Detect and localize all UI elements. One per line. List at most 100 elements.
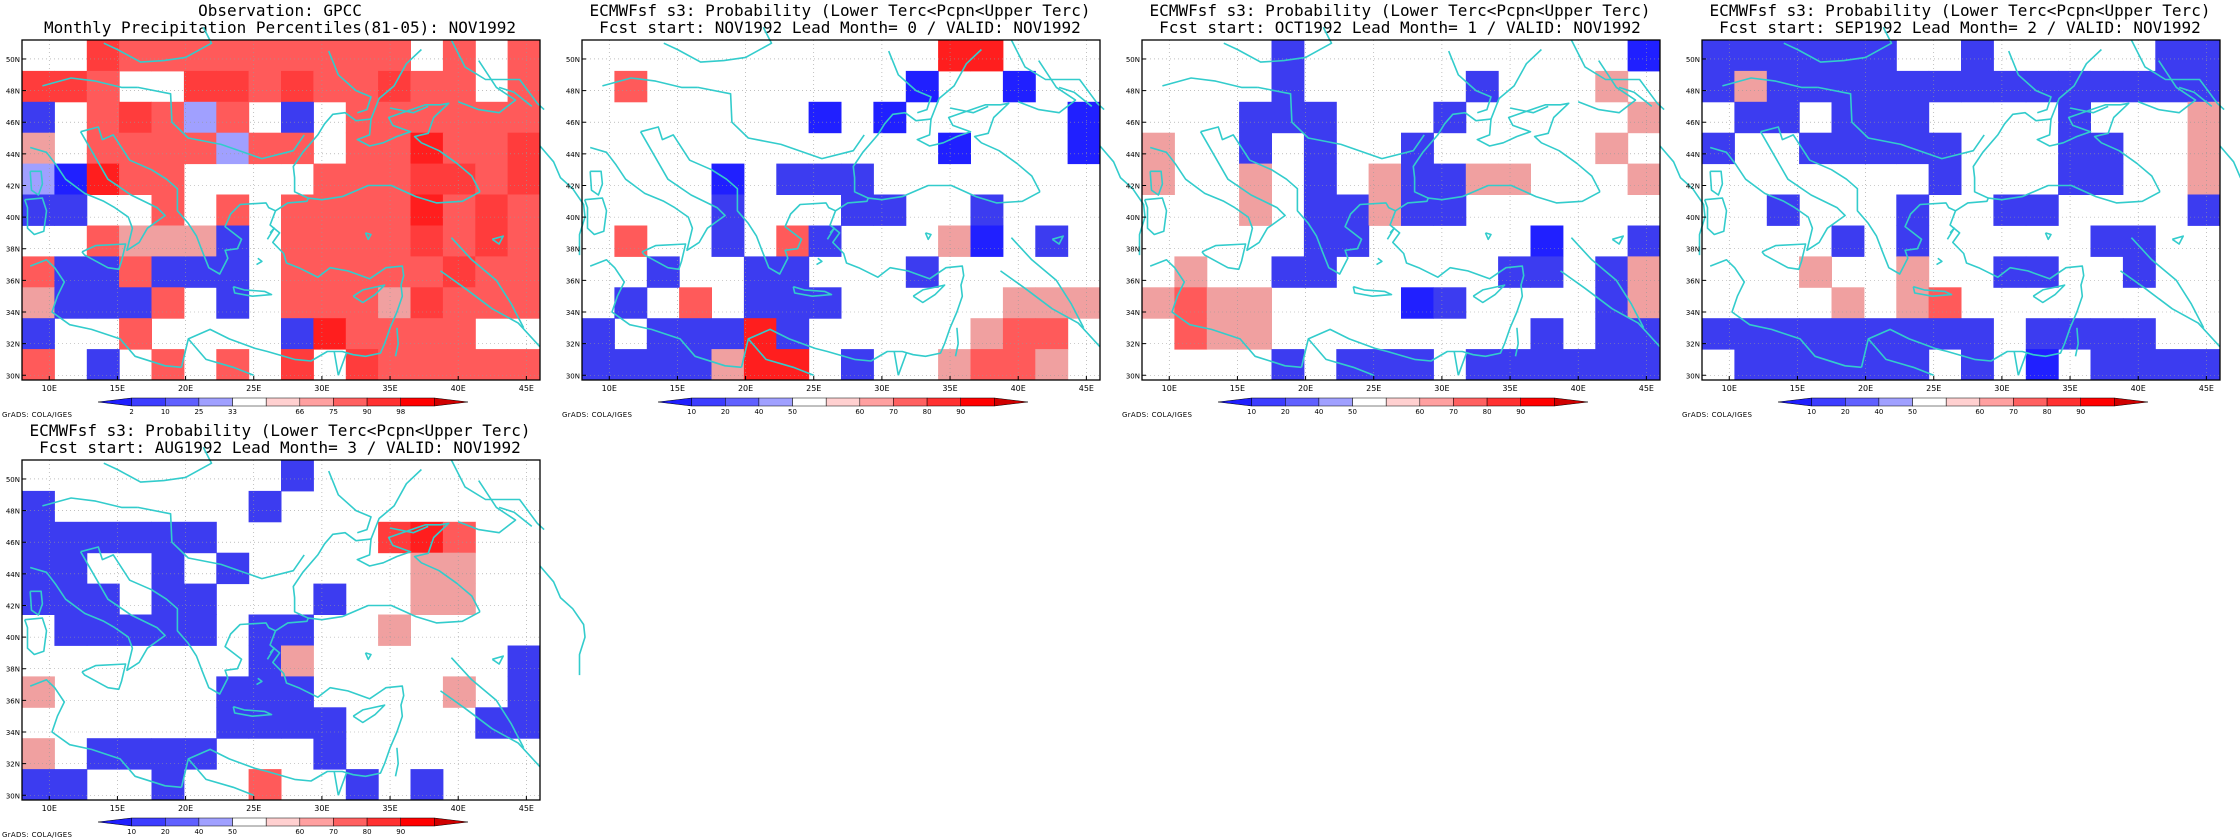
grid-cell [151, 349, 185, 381]
grid-cell [22, 552, 55, 585]
coastline [1490, 48, 1542, 120]
title-line-2: Monthly Precipitation Percentiles(81-05)… [43, 18, 516, 37]
grid-cell [1627, 225, 1661, 257]
coastline [1936, 257, 1943, 266]
colorbar-label: 98 [396, 408, 405, 416]
grid-cell [2122, 256, 2156, 288]
title-line-2: Fcst start: AUG1992 Lead Month= 3 / VALI… [39, 438, 521, 457]
grid-cell [1766, 40, 1800, 72]
grid-cell [1831, 287, 1865, 319]
axis-ticks: 10E 15E 20E 25E 30E 35E 40E 45E 30N 32N 34N 36N 38N 4… [6, 476, 534, 813]
colorbar-swatch [366, 397, 401, 407]
x-tick-label: 30E [1994, 384, 2009, 393]
coastline [2219, 145, 2240, 179]
colorbar-swatch [691, 397, 726, 407]
grid-cell [743, 349, 777, 381]
grid-cell [313, 583, 347, 615]
grid-cell [1239, 318, 1272, 350]
coastline [1051, 235, 1064, 245]
coastline [450, 657, 525, 749]
plot-frame [21, 459, 541, 801]
grid-cell [1035, 349, 1069, 381]
colorbar-swatch [758, 397, 793, 407]
coastline [266, 647, 275, 660]
grid-cell [679, 287, 712, 319]
grid-cell [183, 256, 217, 288]
grid-cell [1002, 349, 1036, 381]
grid-cell [151, 552, 185, 585]
y-tick-label: 38N [1686, 246, 1700, 254]
coastline [1709, 170, 1724, 196]
coastline [81, 243, 127, 271]
grid-cell [410, 583, 444, 615]
grid-cell [2187, 163, 2221, 195]
grid-cell [1799, 132, 1832, 165]
grid-cell [1498, 349, 1531, 381]
panel-title: Observation: GPCC Monthly Precipitation … [0, 2, 560, 36]
colorbar-swatch [2080, 397, 2115, 407]
coastline [1577, 60, 1637, 114]
grid-cell [1271, 70, 1305, 103]
colorbar: 2 10 25 33 66 75 90 98 [97, 397, 469, 416]
grid-cell [1831, 318, 1865, 350]
colorbar-swatch [2114, 397, 2149, 407]
colorbar-label: 50 [788, 408, 797, 416]
grid-cell [1303, 163, 1337, 195]
grid-cell [22, 738, 55, 770]
grid-cell [1498, 163, 1531, 195]
grid-cell [378, 521, 411, 554]
grid-cell [1035, 287, 1069, 319]
grid-cell [281, 287, 314, 319]
grid-cell [216, 256, 250, 288]
grid-cell [151, 256, 185, 288]
grid-cell [507, 101, 541, 134]
coastline [1514, 327, 1519, 357]
colorbar-label: 70 [889, 408, 898, 416]
coastline [1509, 105, 1549, 114]
grid-cell [743, 256, 777, 288]
coastline [1447, 50, 1492, 114]
coastline [1457, 352, 1468, 376]
grid-cell [1627, 318, 1661, 350]
grid-cell [313, 287, 347, 319]
grid-cell [248, 490, 282, 523]
grid-cell [1627, 40, 1661, 72]
axis-ticks: 10E 15E 20E 25E 30E 35E 40E 45E 30N 32N 34N 36N 38N 4… [1126, 56, 1654, 393]
colorbar-swatch [165, 817, 200, 827]
grid-cell [345, 225, 379, 257]
grid-cell [151, 40, 185, 72]
grid-cell [1627, 287, 1661, 319]
coastline [42, 497, 138, 509]
grid-cell [1206, 287, 1240, 319]
grid-cell [216, 287, 250, 319]
coastline [232, 705, 273, 717]
grid-cell [2058, 163, 2091, 195]
grid-cell [119, 318, 152, 350]
coastline [1058, 86, 1093, 108]
coastline [440, 690, 541, 768]
grid-cell [1595, 287, 1629, 319]
colorbar-label: 90 [363, 408, 372, 416]
grid-cell [841, 349, 874, 381]
grid-cell [1799, 40, 1832, 72]
grid-cell [507, 645, 541, 677]
grid-cell [1702, 132, 1735, 165]
coastline [1570, 39, 1665, 111]
colorbar-swatch [1352, 397, 1387, 407]
grid-cell [1896, 194, 1930, 226]
colorbar-label: 40 [754, 408, 763, 416]
coastline [308, 184, 481, 204]
coastline [180, 210, 405, 368]
coastline [2137, 60, 2197, 114]
y-tick-label: 46N [1686, 119, 1700, 127]
coastline [103, 446, 213, 483]
coastline [498, 86, 533, 108]
y-tick-label: 48N [6, 88, 20, 96]
grid-cell [2058, 70, 2091, 103]
grid-cell [119, 521, 152, 554]
title-line-1: Observation: GPCC [198, 1, 362, 20]
grid-cell [22, 132, 55, 165]
colorbar-swatch [926, 397, 961, 407]
coastline [1376, 257, 1383, 266]
grads-credit: GrADS: COLA/IGES [2, 411, 73, 419]
